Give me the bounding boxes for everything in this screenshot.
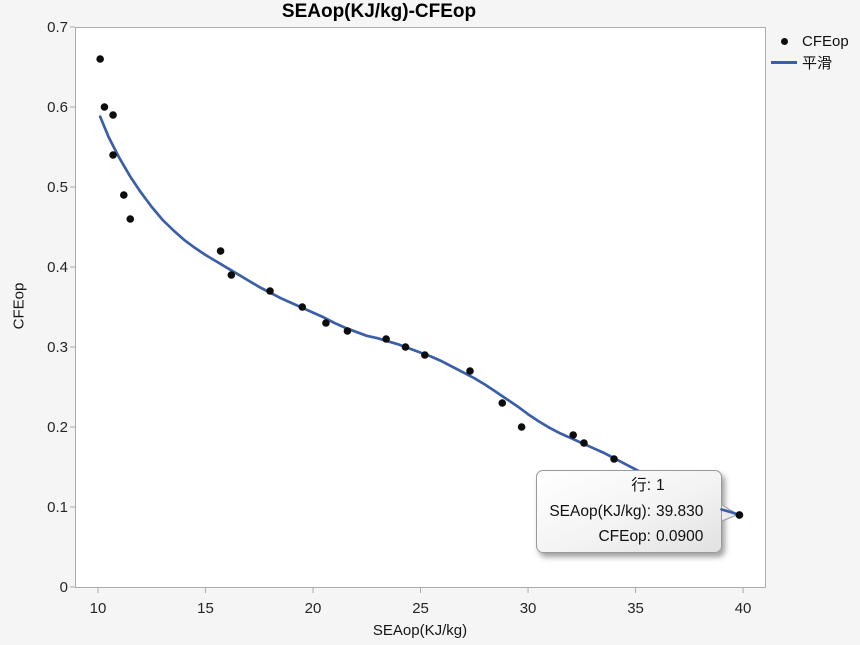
data-point[interactable]: [498, 399, 507, 407]
chart-title: SEAop(KJ/kg)-CFEop: [281, 1, 477, 22]
data-point[interactable]: [100, 103, 109, 111]
x-axis-label: SEAop(KJ/kg): [372, 622, 468, 639]
svg-text:0: 0: [60, 579, 68, 596]
data-point[interactable]: [109, 151, 117, 159]
y-axis-label: CFEop: [10, 282, 28, 330]
data-point[interactable]: [421, 351, 429, 359]
svg-text:15: 15: [197, 600, 214, 617]
data-point[interactable]: [120, 191, 128, 199]
data-point[interactable]: [96, 55, 104, 63]
svg-text:0.6: 0.6: [47, 99, 68, 116]
svg-text:0.2: 0.2: [47, 419, 68, 436]
data-point[interactable]: [735, 511, 744, 519]
data-point[interactable]: [109, 111, 117, 119]
legend-item-cfeop[interactable]: CFEop: [770, 31, 849, 52]
data-point[interactable]: [126, 215, 135, 223]
tooltip-row: 行: 1: [542, 473, 714, 499]
tooltip-row-label: 行:: [631, 477, 651, 495]
x-axis-ticks: 10 15 20 25 30 35 40: [90, 588, 752, 617]
legend: CFEop 平滑: [770, 31, 849, 73]
svg-text:35: 35: [627, 600, 644, 617]
tooltip-row-label: SEAop(KJ/kg):: [549, 502, 651, 520]
data-point[interactable]: [227, 271, 236, 279]
svg-text:20: 20: [305, 600, 322, 617]
svg-text:0.5: 0.5: [47, 179, 68, 196]
svg-text:0.7: 0.7: [47, 19, 68, 36]
y-axis-ticks: 0 0.1 0.2 0.3 0.4 0.5 0.6 0.7: [47, 19, 75, 596]
svg-text:0.1: 0.1: [47, 499, 68, 516]
legend-label: 平滑: [802, 55, 833, 72]
svg-text:40: 40: [735, 600, 752, 617]
data-point[interactable]: [343, 327, 352, 335]
data-point[interactable]: [580, 439, 588, 447]
tooltip-row: CFEop: 0.0900: [542, 524, 714, 550]
svg-text:25: 25: [412, 600, 429, 617]
data-point[interactable]: [401, 343, 410, 351]
svg-text:0.4: 0.4: [47, 259, 68, 276]
data-tooltip: 行: 1 SEAop(KJ/kg): 39.830 CFEop: 0.0900: [536, 470, 722, 553]
data-point[interactable]: [466, 367, 474, 375]
tooltip-row-value: 0.0900: [656, 528, 704, 546]
scatter-points: [96, 55, 744, 519]
data-point[interactable]: [610, 455, 618, 463]
smooth-line[interactable]: [98, 115, 741, 517]
data-point[interactable]: [517, 423, 526, 431]
tooltip-row-value: 1: [656, 477, 665, 495]
svg-text:0.3: 0.3: [47, 339, 68, 356]
data-point[interactable]: [569, 431, 578, 439]
line-marker-icon: [770, 61, 798, 64]
data-point[interactable]: [266, 287, 274, 295]
data-point[interactable]: [298, 303, 307, 311]
tooltip-row-value: 39.830: [656, 502, 704, 520]
svg-text:30: 30: [520, 600, 537, 617]
data-point[interactable]: [382, 335, 390, 343]
tooltip-row-label: CFEop:: [598, 528, 651, 546]
scatter-marker-icon: [770, 38, 798, 45]
svg-text:10: 10: [90, 600, 107, 617]
data-point[interactable]: [322, 319, 330, 327]
legend-item-smoother[interactable]: 平滑: [770, 52, 849, 73]
tooltip-row: SEAop(KJ/kg): 39.830: [542, 499, 714, 525]
data-point[interactable]: [216, 247, 225, 255]
legend-label: CFEop: [802, 33, 849, 50]
